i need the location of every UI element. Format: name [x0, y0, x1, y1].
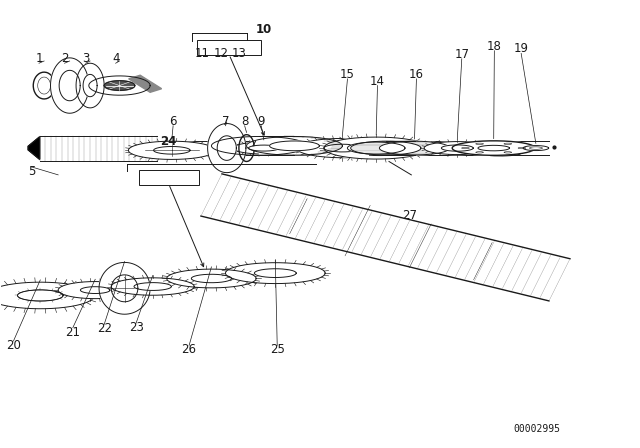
Polygon shape	[28, 137, 40, 159]
Polygon shape	[523, 146, 548, 151]
Polygon shape	[324, 137, 429, 159]
Text: 26: 26	[182, 344, 196, 357]
Polygon shape	[167, 269, 256, 288]
Polygon shape	[191, 274, 232, 283]
Polygon shape	[474, 242, 492, 280]
Text: 19: 19	[514, 43, 529, 56]
Text: 10: 10	[255, 23, 272, 36]
Polygon shape	[129, 75, 162, 92]
Text: 24: 24	[160, 135, 176, 148]
Polygon shape	[104, 81, 135, 90]
Text: 12: 12	[214, 47, 228, 60]
Polygon shape	[296, 138, 388, 158]
Polygon shape	[442, 145, 473, 151]
Polygon shape	[154, 146, 190, 154]
Text: 14: 14	[370, 74, 385, 88]
Polygon shape	[290, 198, 307, 234]
Polygon shape	[99, 263, 150, 314]
Polygon shape	[58, 281, 132, 299]
Text: 9: 9	[257, 115, 265, 128]
Text: 18: 18	[487, 40, 502, 53]
Polygon shape	[28, 137, 40, 159]
Text: 8: 8	[241, 115, 248, 128]
Ellipse shape	[504, 152, 511, 153]
Polygon shape	[217, 136, 236, 160]
Text: 00002995: 00002995	[514, 423, 561, 434]
Text: 25: 25	[270, 344, 285, 357]
Ellipse shape	[461, 147, 469, 149]
Polygon shape	[410, 224, 431, 268]
Polygon shape	[76, 63, 104, 108]
Polygon shape	[246, 137, 342, 155]
Polygon shape	[134, 283, 172, 290]
Polygon shape	[59, 70, 80, 101]
Text: 17: 17	[454, 48, 469, 61]
Polygon shape	[478, 145, 509, 151]
Text: 6: 6	[170, 115, 177, 128]
Polygon shape	[89, 76, 150, 95]
Ellipse shape	[476, 143, 483, 144]
Polygon shape	[233, 142, 294, 154]
Polygon shape	[248, 145, 279, 151]
Polygon shape	[83, 74, 97, 97]
Polygon shape	[254, 269, 296, 277]
Text: 16: 16	[409, 68, 424, 81]
Text: 15: 15	[340, 68, 355, 81]
FancyBboxPatch shape	[139, 170, 198, 185]
Polygon shape	[269, 141, 319, 151]
Text: 23: 23	[129, 321, 143, 334]
Ellipse shape	[504, 143, 511, 144]
Polygon shape	[81, 287, 110, 293]
Polygon shape	[225, 263, 325, 284]
Text: 11: 11	[195, 47, 209, 60]
Polygon shape	[324, 144, 361, 152]
Polygon shape	[111, 275, 138, 302]
FancyBboxPatch shape	[197, 40, 260, 55]
Text: 21: 21	[65, 326, 81, 339]
Ellipse shape	[476, 152, 483, 153]
Text: 20: 20	[6, 339, 21, 352]
Polygon shape	[345, 205, 370, 256]
Text: 5: 5	[28, 165, 35, 178]
Polygon shape	[111, 278, 194, 295]
Polygon shape	[348, 142, 405, 154]
Polygon shape	[129, 141, 215, 159]
Polygon shape	[207, 124, 246, 172]
Text: 1: 1	[35, 52, 43, 65]
Text: 4: 4	[112, 52, 120, 65]
Polygon shape	[424, 142, 490, 155]
Polygon shape	[452, 141, 535, 155]
Polygon shape	[17, 290, 63, 301]
Polygon shape	[201, 174, 570, 301]
Text: 27: 27	[402, 209, 417, 222]
Text: 7: 7	[221, 115, 229, 128]
Polygon shape	[380, 141, 450, 155]
Text: 3: 3	[82, 52, 90, 65]
Polygon shape	[0, 282, 95, 309]
Polygon shape	[324, 137, 429, 159]
Polygon shape	[51, 58, 89, 113]
Text: 13: 13	[232, 47, 247, 60]
Text: 2: 2	[61, 52, 68, 65]
Ellipse shape	[518, 147, 526, 149]
Text: 22: 22	[97, 323, 111, 336]
